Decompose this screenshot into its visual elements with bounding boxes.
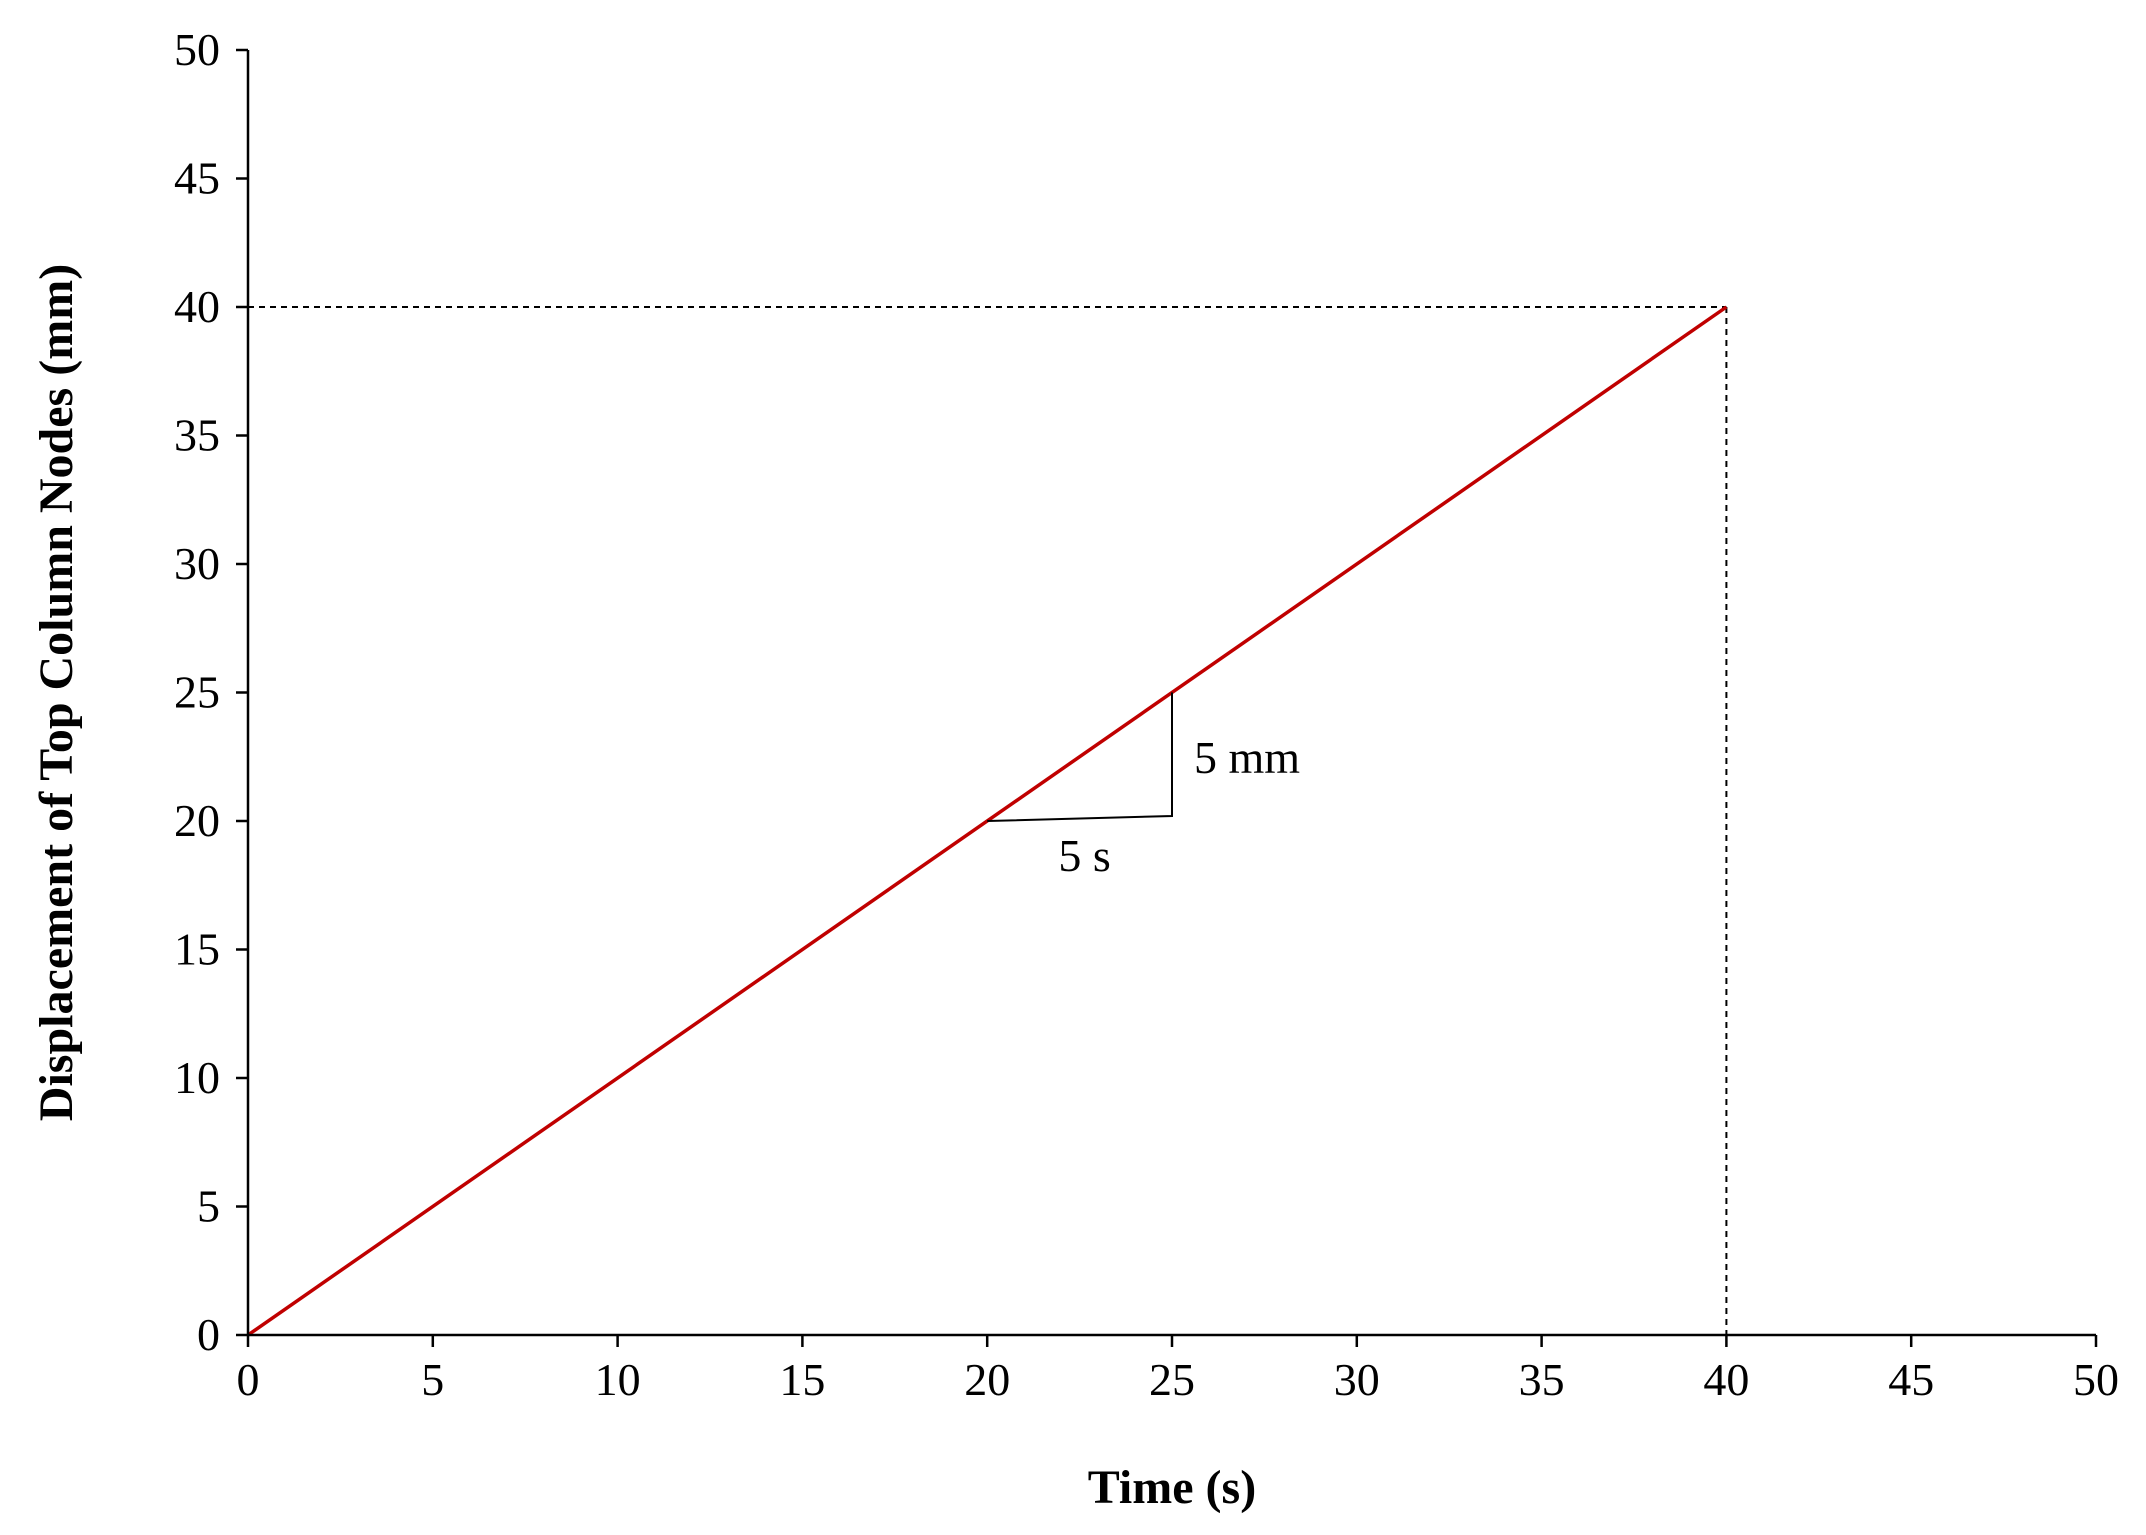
- x-tick-label: 45: [1888, 1354, 1934, 1405]
- guides-layer: [248, 306, 1728, 1335]
- x-tick-label: 10: [595, 1354, 641, 1405]
- x-tick-label: 0: [237, 1354, 260, 1405]
- x-tick-label: 30: [1334, 1354, 1380, 1405]
- slope-triangle: [987, 692, 1173, 822]
- x-tick-label: 5: [421, 1354, 444, 1405]
- x-axis-title: Time (s): [1088, 1461, 1256, 1514]
- slope-dy-label: 5 mm: [1194, 732, 1300, 783]
- x-tick-label: 15: [779, 1354, 825, 1405]
- slope-triangle-layer: [987, 692, 1173, 822]
- y-ticks: 0 5 10 15 20 25 30 35 40 45 50: [174, 24, 248, 1360]
- y-tick-label: 10: [174, 1052, 220, 1103]
- y-tick-label: 15: [174, 924, 220, 975]
- y-axis-title: Displacement of Top Column Nodes (mm): [30, 264, 83, 1121]
- y-tick-label: 35: [174, 410, 220, 461]
- x-tick-label: 35: [1519, 1354, 1565, 1405]
- y-tick-label: 25: [174, 667, 220, 718]
- y-tick-label: 0: [197, 1309, 220, 1360]
- y-tick-label: 45: [174, 153, 220, 204]
- x-tick-label: 20: [964, 1354, 1010, 1405]
- slope-dx-label: 5 s: [1058, 830, 1110, 881]
- y-tick-label: 20: [174, 795, 220, 846]
- y-tick-label: 30: [174, 538, 220, 589]
- x-tick-label: 25: [1149, 1354, 1195, 1405]
- y-tick-label: 40: [174, 281, 220, 332]
- x-tick-label: 50: [2073, 1354, 2119, 1405]
- y-tick-label: 50: [174, 24, 220, 75]
- x-tick-label: 40: [1703, 1354, 1749, 1405]
- x-ticks: 0 5 10 15 20 25 30 35 40 45 50: [237, 1335, 2119, 1405]
- y-tick-label: 5: [197, 1181, 220, 1232]
